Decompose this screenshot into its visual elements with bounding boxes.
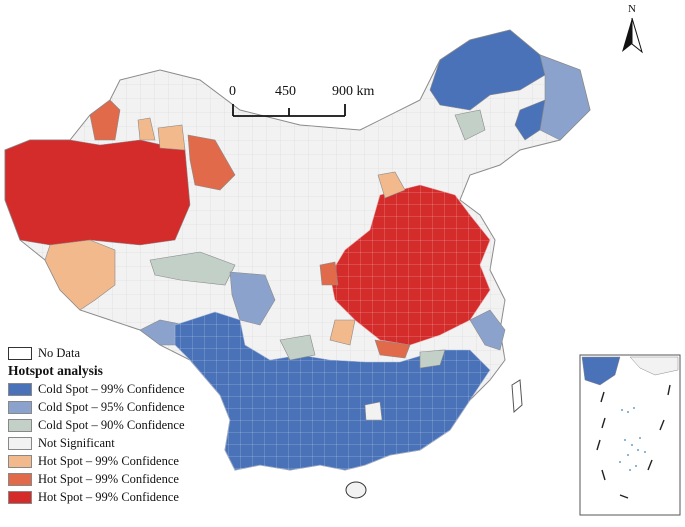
region-central-hot2-a — [319, 261, 339, 286]
region-west-hot2-b — [187, 134, 236, 191]
scale-bar: 0 450 900 km — [229, 84, 375, 117]
region-northeast-cold99 — [429, 29, 546, 111]
region-south-notsig — [364, 401, 383, 421]
region-central-hot2-b — [374, 339, 411, 359]
legend-label: Not Significant — [38, 435, 115, 450]
legend-swatch — [8, 490, 32, 504]
legend-swatch — [8, 382, 32, 396]
region-east-cold95 — [469, 309, 506, 351]
legend-item: Cold Spot – 95% Confidence — [8, 398, 238, 416]
region-west-hot1-a — [137, 117, 156, 141]
legend-swatch — [8, 418, 32, 432]
region-central-hot1-b — [329, 319, 356, 346]
legend-label-no-data: No Data — [38, 345, 80, 360]
scale-label-450: 450 — [275, 84, 296, 99]
legend-items: Cold Spot – 99% Confidence Cold Spot – 95… — [8, 380, 238, 506]
region-central-hot1-a — [377, 171, 406, 199]
region-south-cold90-b — [419, 349, 446, 369]
region-tibet-cold95 — [229, 271, 276, 326]
legend-item: Hot Spot – 99% Confidence — [8, 470, 238, 488]
north-label: N — [628, 3, 636, 15]
legend-item: Cold Spot – 90% Confidence — [8, 416, 238, 434]
legend-item: Not Significant — [8, 434, 238, 452]
region-west-hot1-c — [44, 239, 116, 311]
scale-label-900: 900 km — [332, 84, 375, 99]
legend-no-data: No Data — [8, 344, 238, 362]
legend-label: Hot Spot – 99% Confidence — [38, 453, 179, 468]
legend-swatch — [8, 400, 32, 414]
legend-label: Cold Spot – 95% Confidence — [38, 399, 185, 414]
legend-swatch — [8, 472, 32, 486]
legend-swatch — [8, 436, 32, 450]
hainan-island — [345, 481, 367, 499]
south-china-sea-inset — [579, 354, 681, 516]
taiwan-island — [511, 379, 523, 414]
region-northeast-cold95 — [539, 54, 591, 141]
legend-item: Hot Spot – 99% Confidence — [8, 452, 238, 470]
legend-label: Hot Spot – 99% Confidence — [38, 471, 179, 486]
legend-item: Cold Spot – 99% Confidence — [8, 380, 238, 398]
region-south-cold90-a — [279, 334, 316, 361]
legend-label: Cold Spot – 99% Confidence — [38, 381, 185, 396]
legend-label: Cold Spot – 90% Confidence — [38, 417, 185, 432]
region-west-hot3 — [4, 139, 191, 246]
legend-item: Hot Spot – 99% Confidence — [8, 488, 238, 506]
legend-title: Hotspot analysis — [8, 363, 103, 378]
legend-swatch — [8, 454, 32, 468]
north-arrow-icon: N — [622, 3, 643, 54]
region-west-hot1-b — [157, 124, 186, 151]
region-northeast-cold99-b — [514, 99, 546, 141]
region-qinghai-cold90 — [149, 251, 236, 286]
map-legend: No Data Hotspot analysis Cold Spot – 99%… — [8, 344, 238, 506]
region-west-hot2-a — [89, 99, 121, 141]
scale-label-0: 0 — [229, 84, 236, 99]
legend-label: Hot Spot – 99% Confidence — [38, 489, 179, 504]
region-northeast-cold90 — [454, 109, 486, 141]
legend-swatch-no-data — [8, 346, 32, 360]
